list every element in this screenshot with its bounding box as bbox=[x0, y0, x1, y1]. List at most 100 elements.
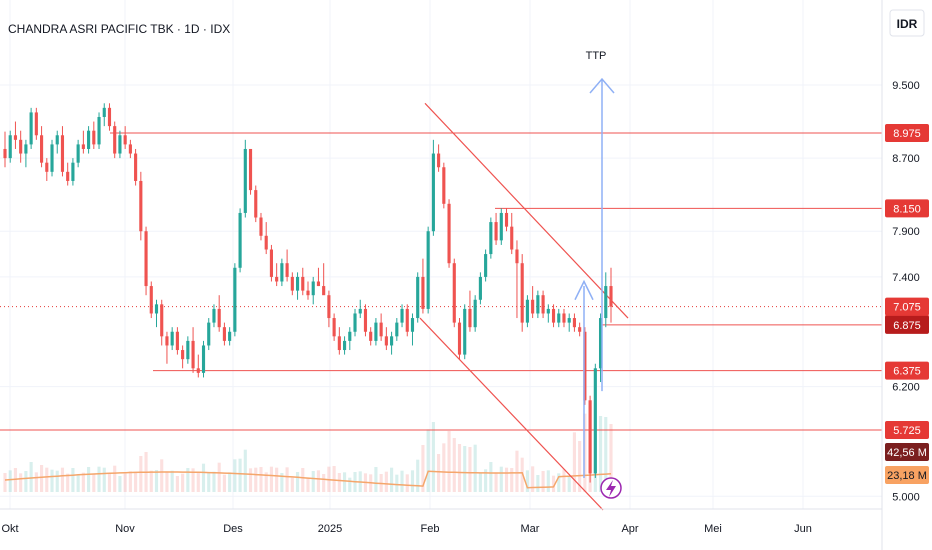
candle-body bbox=[92, 130, 96, 145]
volume-bar bbox=[421, 445, 425, 492]
candle-body bbox=[316, 281, 321, 287]
volume-bar bbox=[275, 467, 279, 492]
candle-body bbox=[353, 313, 357, 332]
candle-body bbox=[567, 318, 571, 323]
volume-bar bbox=[160, 459, 164, 492]
candle-body bbox=[499, 212, 503, 241]
candle-body bbox=[363, 308, 368, 332]
price-level-badges: 8.9758.1507.07506:206.8756.3755.72542,56… bbox=[885, 123, 929, 484]
candle-body bbox=[551, 308, 556, 323]
volume-bar bbox=[348, 477, 352, 492]
volume-bar bbox=[76, 475, 80, 492]
candle-body bbox=[154, 304, 159, 314]
price-badge bbox=[885, 361, 929, 380]
candle-body bbox=[160, 304, 164, 337]
trend-channel-lines[interactable] bbox=[419, 102, 629, 511]
candle-body bbox=[421, 276, 425, 309]
price-badge bbox=[885, 421, 929, 439]
candle-body bbox=[113, 126, 117, 154]
volume-bar bbox=[207, 472, 211, 492]
candle-body bbox=[379, 322, 383, 337]
volume-bar bbox=[55, 470, 59, 492]
candle-body bbox=[437, 153, 441, 168]
volume-bar bbox=[546, 470, 550, 492]
volume-bar bbox=[71, 468, 75, 492]
candle-body bbox=[40, 135, 44, 163]
candle-body bbox=[66, 171, 70, 181]
volume-bar bbox=[510, 468, 514, 492]
volume-bar bbox=[390, 467, 394, 492]
candle-body bbox=[452, 263, 456, 323]
candle-body bbox=[97, 116, 101, 145]
candle-body bbox=[473, 299, 477, 328]
candle-body bbox=[186, 340, 190, 360]
volume-bar bbox=[280, 473, 284, 492]
candle-body bbox=[531, 299, 535, 314]
candle-body bbox=[170, 331, 174, 346]
candle-body bbox=[510, 226, 514, 250]
volume-bar bbox=[515, 450, 519, 492]
volume-bar bbox=[254, 467, 258, 492]
candle-body bbox=[238, 212, 242, 268]
candlesticks bbox=[3, 103, 613, 483]
price-badge-label: 7.075 bbox=[893, 302, 921, 314]
target-arrow[interactable] bbox=[574, 77, 615, 478]
volume-bar bbox=[311, 471, 315, 492]
candle-body bbox=[332, 318, 336, 337]
volume-bar bbox=[186, 468, 190, 492]
candle-body bbox=[536, 295, 540, 314]
candle-body bbox=[426, 231, 430, 309]
chart-grid bbox=[0, 0, 882, 509]
volume-bar bbox=[457, 444, 462, 492]
candle-body bbox=[19, 139, 23, 154]
time-tick-label: Apr bbox=[621, 523, 638, 535]
lightning-icon[interactable] bbox=[600, 477, 622, 499]
candle-body bbox=[24, 144, 28, 154]
candle-body bbox=[269, 249, 273, 277]
candle-body bbox=[34, 112, 38, 136]
candle-body bbox=[8, 135, 12, 159]
volume-bar bbox=[290, 477, 294, 492]
volume-bar bbox=[463, 446, 467, 492]
candle-body bbox=[374, 322, 378, 341]
volume-ma-badge bbox=[885, 466, 929, 484]
currency-button[interactable] bbox=[889, 9, 925, 37]
volume-bar bbox=[374, 467, 378, 492]
candle-body bbox=[457, 322, 462, 355]
volume-bar bbox=[87, 467, 91, 492]
volume-ma-badge-label: 23,18 M bbox=[887, 470, 927, 482]
chart-title: CHANDRA ASRI PACIFIC TBK · 1D · IDX bbox=[8, 22, 230, 36]
volume-bar bbox=[332, 466, 336, 492]
volume-bar bbox=[34, 472, 38, 492]
volume-bar bbox=[8, 470, 12, 492]
volume-bar bbox=[536, 475, 540, 492]
volume-bar bbox=[269, 466, 273, 492]
candle-body bbox=[3, 148, 7, 159]
volume-bar bbox=[437, 454, 441, 492]
horizontal-level-lines[interactable] bbox=[0, 132, 882, 431]
volume-bar bbox=[248, 468, 253, 492]
candle-body bbox=[468, 308, 472, 328]
volume-bar bbox=[499, 466, 503, 492]
volume-bar bbox=[107, 473, 112, 492]
volume-bar bbox=[473, 444, 477, 492]
upper-trend-line bbox=[424, 102, 629, 319]
candle-body bbox=[348, 331, 352, 341]
volume-bar bbox=[264, 472, 268, 492]
volume-bar bbox=[405, 474, 409, 492]
candle-body bbox=[212, 308, 216, 323]
time-tick-label: 2025 bbox=[318, 523, 342, 535]
candle-body bbox=[562, 313, 566, 323]
volume-bar bbox=[165, 471, 169, 492]
volume-bar bbox=[60, 467, 65, 492]
volume-bar bbox=[81, 472, 85, 492]
candle-body bbox=[45, 162, 49, 172]
volume-bar bbox=[149, 470, 153, 492]
volume-bar bbox=[468, 447, 472, 492]
candle-body bbox=[583, 331, 587, 401]
volume-bar bbox=[233, 459, 237, 492]
ttp-annotation-label: TTP bbox=[586, 50, 607, 62]
volume-bar bbox=[113, 465, 117, 492]
candle-body bbox=[369, 331, 373, 341]
